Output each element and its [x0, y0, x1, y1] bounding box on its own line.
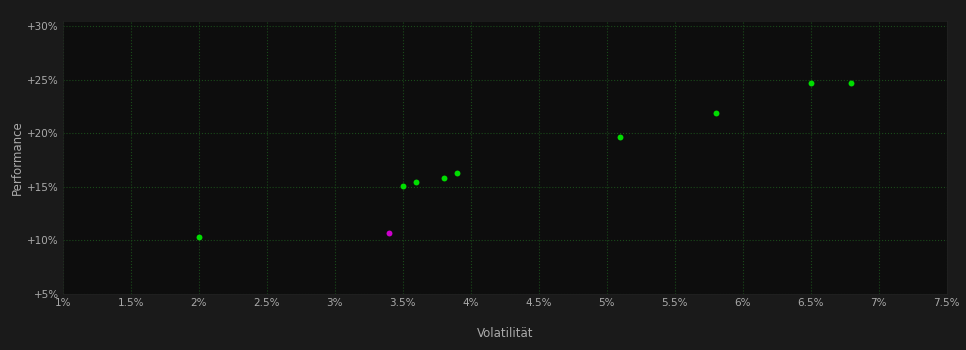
X-axis label: Volatilität: Volatilität	[476, 327, 533, 340]
Point	[803, 80, 818, 86]
Point	[449, 170, 465, 176]
Y-axis label: Performance: Performance	[11, 120, 24, 195]
Point	[191, 234, 207, 240]
Point	[395, 183, 411, 189]
Point	[382, 230, 397, 236]
Point	[436, 176, 451, 181]
Point	[409, 179, 424, 184]
Point	[843, 80, 859, 86]
Point	[708, 110, 724, 116]
Point	[612, 134, 628, 139]
